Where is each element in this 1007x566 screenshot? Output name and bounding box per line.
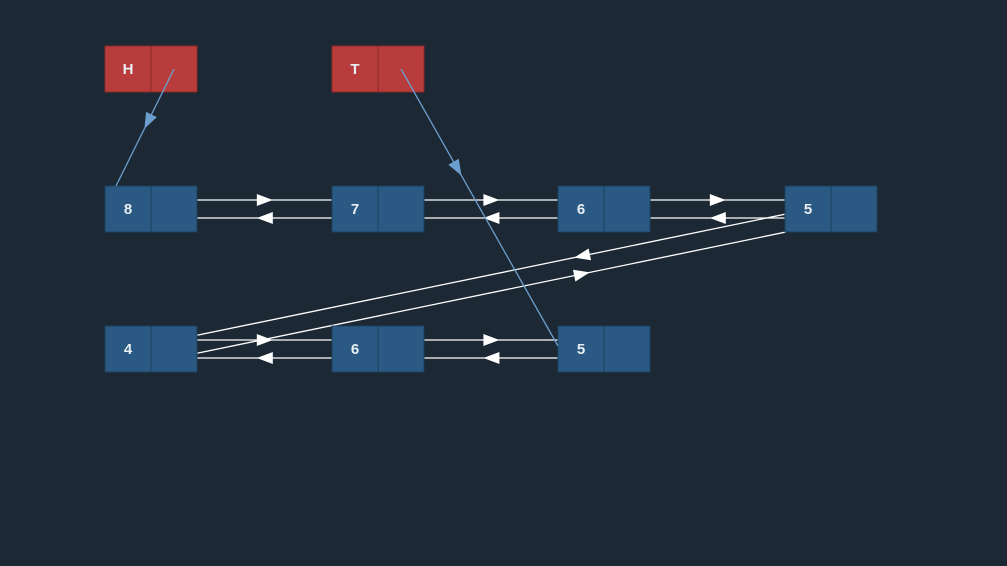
node-pointer-cell bbox=[830, 185, 878, 233]
node-pointer-cell bbox=[150, 185, 198, 233]
tail-pointer-link bbox=[400, 68, 559, 347]
tail-pointer-cell bbox=[377, 45, 425, 93]
head-label: H bbox=[123, 61, 134, 78]
node-value-label: 6 bbox=[351, 341, 359, 358]
node-n4: 4 bbox=[104, 325, 198, 373]
node-value-cell bbox=[331, 325, 379, 373]
node-value-cell bbox=[104, 185, 152, 233]
next-link-arrowhead bbox=[709, 194, 726, 206]
node-value-label: 6 bbox=[577, 201, 585, 218]
link-n5a-n4 bbox=[173, 199, 855, 359]
tail-pointer: T bbox=[331, 45, 425, 93]
node-value-cell bbox=[557, 185, 605, 233]
next-link-arrowhead bbox=[483, 334, 500, 346]
node-value-label: 8 bbox=[124, 201, 132, 218]
node-value-label: 7 bbox=[351, 201, 359, 218]
prev-link-line bbox=[173, 217, 855, 359]
node-pointer-cell bbox=[377, 185, 425, 233]
node-pointer-cell bbox=[377, 325, 425, 373]
node-n6b: 6 bbox=[331, 325, 425, 373]
prev-link-arrowhead bbox=[483, 212, 500, 224]
pointer-links-layer bbox=[115, 68, 559, 347]
node-value-label: 5 bbox=[804, 201, 812, 218]
node-n7: 7 bbox=[331, 185, 425, 233]
next-link-arrowhead bbox=[256, 334, 273, 346]
node-n5b: 5 bbox=[557, 325, 651, 373]
head-pointer: H bbox=[104, 45, 198, 93]
node-n5a: 5 bbox=[784, 185, 878, 233]
tail-label: T bbox=[350, 61, 359, 78]
prev-link-arrowhead bbox=[483, 352, 500, 364]
node-n8: 8 bbox=[104, 185, 198, 233]
node-pointer-cell bbox=[603, 185, 651, 233]
head-label-cell bbox=[104, 45, 152, 93]
next-link-line bbox=[173, 199, 855, 341]
node-pointer-cell bbox=[150, 325, 198, 373]
prev-link-arrowhead bbox=[709, 212, 726, 224]
node-n6a: 6 bbox=[557, 185, 651, 233]
tail-pointer-line bbox=[400, 68, 559, 347]
prev-link-arrowhead bbox=[572, 269, 590, 282]
node-value-cell bbox=[331, 185, 379, 233]
boxes-layer: 8 7 6 5 4 6 5 H T bbox=[104, 45, 878, 373]
prev-link-arrowhead bbox=[256, 212, 273, 224]
next-link-arrowhead bbox=[256, 194, 273, 206]
prev-link-arrowhead bbox=[256, 352, 273, 364]
next-link-arrowhead bbox=[574, 248, 592, 261]
next-link-arrowhead bbox=[483, 194, 500, 206]
tail-pointer-arrowhead bbox=[448, 158, 462, 176]
node-pointer-cell bbox=[603, 325, 651, 373]
node-value-label: 5 bbox=[577, 341, 585, 358]
node-value-cell bbox=[557, 325, 605, 373]
head-pointer-arrowhead bbox=[144, 111, 157, 129]
head-pointer-link bbox=[115, 68, 175, 187]
node-value-cell bbox=[104, 325, 152, 373]
node-value-label: 4 bbox=[124, 341, 133, 358]
